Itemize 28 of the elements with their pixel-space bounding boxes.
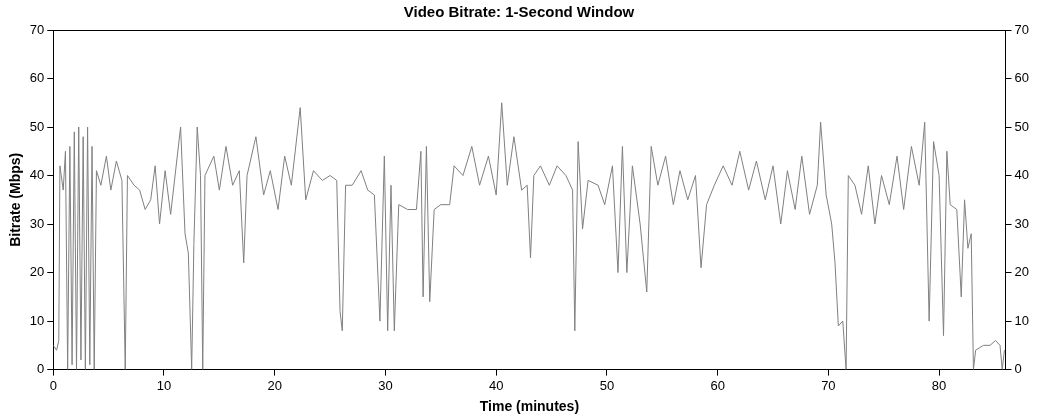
- x-tick-label: 50: [599, 377, 615, 393]
- x-tick-label: 70: [821, 377, 836, 393]
- y-tick-label: 70: [29, 21, 45, 37]
- y2-tick-label: 0: [1014, 361, 1022, 377]
- y-tick-label: 60: [29, 70, 45, 86]
- y2-tick-label: 60: [1014, 70, 1030, 86]
- y-tick-label: 30: [29, 215, 45, 231]
- x-tick-label: 30: [378, 377, 393, 393]
- y-tick-label: 20: [29, 264, 45, 280]
- y2-tick-label: 70: [1014, 21, 1030, 37]
- y-tick-label: 10: [29, 312, 45, 328]
- y2-tick-label: 20: [1014, 264, 1030, 280]
- y2-tick-label: 40: [1014, 167, 1030, 183]
- y2-tick-label: 50: [1014, 118, 1030, 134]
- chart-title: Video Bitrate: 1-Second Window: [403, 3, 635, 21]
- y-tick-label: 0: [37, 361, 45, 377]
- x-tick-label: 0: [49, 377, 57, 393]
- y-tick-label: 50: [29, 118, 45, 134]
- y2-tick-label: 10: [1014, 312, 1030, 328]
- x-tick-label: 20: [267, 377, 282, 393]
- x-tick-label: 80: [931, 377, 947, 393]
- y-tick-label: 40: [29, 167, 45, 183]
- x-tick-label: 10: [156, 377, 172, 393]
- x-tick-label: 60: [710, 377, 725, 393]
- y2-tick-label: 30: [1014, 215, 1030, 231]
- x-axis-title: Time (minutes): [479, 398, 580, 415]
- x-tick-label: 40: [488, 377, 504, 393]
- y-axis-title: Bitrate (Mbps): [7, 152, 24, 247]
